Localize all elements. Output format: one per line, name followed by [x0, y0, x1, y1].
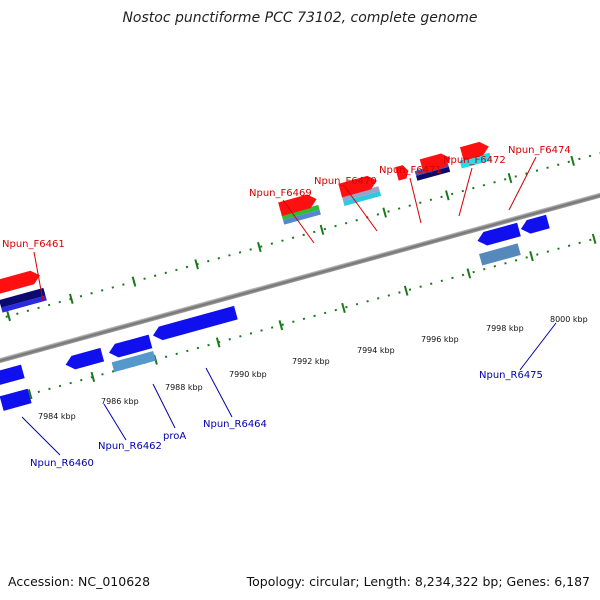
gene-r6475-arrow: [477, 222, 521, 246]
gene-f6461-bar: [0, 287, 46, 308]
gene-label[interactable]: Npun_R6460: [30, 458, 94, 469]
reverse-gene-labels: Npun_R6460 Npun_R6462 proA Npun_R6464 Np…: [30, 370, 543, 469]
gene-f6461-bar2: [1, 295, 47, 313]
gene-r6460-arrow: [0, 364, 25, 389]
scale-label: 8000 kbp: [550, 315, 588, 324]
gene-f6469-band2: [282, 209, 321, 225]
major-ticks: [6, 155, 597, 400]
gene-f6472-band2: [416, 166, 451, 181]
accession-label: Accession: NC_010628: [8, 574, 151, 589]
gene-r6462-arrow: [65, 347, 105, 370]
gene-r6475-bar: [479, 243, 521, 266]
gene-f6469-band: [281, 204, 320, 220]
gene-f6461-arrow: [0, 270, 40, 295]
forward-genes: [0, 141, 492, 313]
scale-labels: 7984 kbp 7986 kbp 7988 kbp 7990 kbp 7992…: [38, 315, 588, 421]
gene-proa-bar: [111, 351, 156, 373]
page-title: Nostoc punctiforme PCC 73102, complete g…: [122, 10, 478, 26]
gene-f6474-bar: [459, 152, 492, 169]
reverse-genes: [0, 214, 550, 411]
gene-label[interactable]: Npun_F6461: [2, 239, 65, 250]
scale-label: 7992 kbp: [292, 357, 330, 366]
gene-f6474-arrow: [460, 141, 489, 161]
gene-f6470-band: [341, 186, 380, 202]
gene-label[interactable]: Npun_R6464: [203, 419, 267, 430]
gene-label[interactable]: proA: [163, 431, 186, 442]
gene-label[interactable]: Npun_R6462: [98, 441, 162, 452]
gene-r6464-arrow: [152, 305, 238, 341]
forward-gene-labels: Npun_F6461 Npun_F6469 Npun_F6470 Npun_F6…: [2, 145, 571, 250]
gene-f6470-band2: [343, 191, 382, 206]
gene-f6471-arrow: [394, 165, 409, 181]
gene-r6476-arrow: [520, 214, 550, 234]
gene-label[interactable]: Npun_R6475: [479, 370, 543, 381]
gene-label[interactable]: Npun_F6469: [249, 188, 312, 199]
gene-label[interactable]: Npun_F6470: [314, 176, 377, 187]
gene-label[interactable]: Npun_F6474: [508, 145, 571, 156]
scale-label: 7996 kbp: [421, 335, 459, 344]
scale-label: 7990 kbp: [229, 370, 267, 379]
gene-proa-arrow: [109, 334, 153, 358]
genome-summary: Topology: circular; Length: 8,234,322 bp…: [246, 574, 590, 589]
gene-f6472-arrow: [419, 153, 451, 173]
scale-label: 7984 kbp: [38, 412, 76, 421]
label-leaders: [21, 156, 557, 456]
gene-r6460-arrow2: [0, 388, 32, 411]
genome-backbone: [0, 182, 600, 379]
scale-label: 7988 kbp: [165, 383, 203, 392]
gene-label[interactable]: Npun_F6471: [379, 165, 442, 176]
gene-f6469-arrow: [278, 194, 317, 216]
scale-label: 7986 kbp: [101, 397, 139, 406]
gene-label[interactable]: Npun_F6472: [443, 155, 506, 166]
scale-label: 7994 kbp: [357, 346, 395, 355]
scale-label: 7998 kbp: [486, 324, 524, 333]
